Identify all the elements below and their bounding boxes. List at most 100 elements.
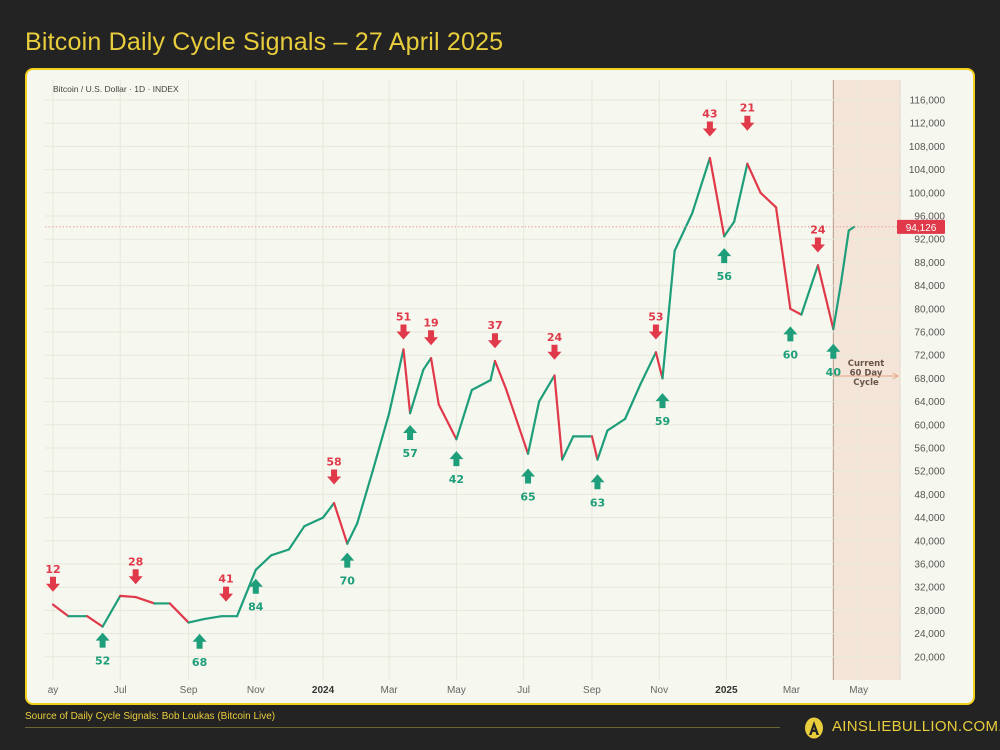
price-segment [371,412,391,473]
sell-arrow-icon [327,469,342,485]
price-segment [733,162,749,223]
price-segment [746,162,762,194]
price-segment [673,212,694,252]
price-segment [332,502,349,545]
y-tick-label: 84,000 [914,281,945,292]
cycle-high-label: 37 [487,319,502,332]
price-segment [504,387,530,455]
cycle-low-label: 57 [402,447,417,460]
cycle-low-label: 40 [826,366,842,379]
cycle-low-label: 65 [520,491,535,504]
sell-arrow-icon [648,324,663,340]
y-tick-label: 68,000 [914,374,945,385]
buy-arrow-icon [590,474,605,490]
price-segment [553,374,564,461]
price-segment [839,229,850,284]
x-tick-label: Jul [517,685,530,696]
sell-arrow-icon [740,115,755,131]
y-tick-label: 48,000 [914,490,945,501]
cycle-high-label: 19 [423,316,438,329]
price-segment [654,351,664,380]
price-segment [639,351,657,386]
buy-arrow-icon [717,248,732,264]
y-tick-label: 20,000 [914,652,945,663]
cycle-low-label: 84 [248,601,264,614]
price-segment [202,615,223,621]
price-segment [470,379,492,392]
price-segment [493,359,508,390]
cycle-low-label: 56 [717,270,733,283]
x-tick-label: ay [48,685,59,696]
y-tick-label: 52,000 [914,467,945,478]
current-cycle-region [833,80,900,680]
y-tick-label: 116,000 [910,96,946,107]
sell-arrow-icon [219,586,234,602]
x-tick-label: Mar [783,685,801,696]
price-segment [437,403,458,441]
price-segment [832,281,843,331]
x-tick-label: Sep [583,685,601,696]
y-tick-label: 96,000 [914,212,945,223]
price-segment [816,264,835,331]
y-tick-label: 92,000 [914,235,945,246]
price-segment [287,525,306,551]
cycle-low-label: 63 [590,496,605,509]
x-tick-label: 2025 [715,685,738,696]
price-segment [402,348,412,415]
price-segment [561,435,575,461]
cycle-low-label: 68 [192,656,207,669]
price-segment [526,400,541,455]
x-tick-label: Sep [180,685,198,696]
y-tick-label: 56,000 [914,444,945,455]
x-tick-label: Nov [650,685,668,696]
price-segment [489,359,497,382]
y-tick-label: 108,000 [909,142,946,153]
y-tick-label: 104,000 [909,165,946,176]
price-segment [168,602,190,624]
price-segment [321,502,336,519]
buy-arrow-icon [340,552,355,568]
price-segment [455,388,473,441]
price-segment [346,522,359,545]
cycle-high-label: 43 [702,108,717,121]
y-tick-label: 32,000 [914,583,945,594]
y-tick-label: 88,000 [914,258,945,269]
buy-arrow-icon [655,393,670,409]
sell-arrow-icon [702,121,717,137]
price-segment [596,429,609,461]
buy-arrow-icon [248,578,263,594]
cycle-annotation-text: Current [848,359,885,369]
last-price-label: 94,126 [906,223,937,234]
y-tick-label: 76,000 [914,328,945,339]
price-segment [270,548,290,557]
cycle-annotation-text: Cycle [853,378,879,388]
y-tick-label: 40,000 [914,536,945,547]
source-note: Source of Daily Cycle Signals: Bob Louka… [25,711,276,722]
price-segment [303,516,325,528]
buy-arrow-icon [95,632,110,648]
buy-arrow-icon [521,468,536,484]
y-tick-label: 64,000 [914,397,945,408]
price-segment [800,264,820,316]
cycle-low-label: 70 [340,575,356,588]
cycle-low-label: 52 [95,655,110,668]
price-segment [623,383,642,421]
price-segment [119,594,137,599]
buy-arrow-icon [192,633,207,649]
y-tick-label: 36,000 [914,560,945,571]
buy-arrow-icon [403,425,418,440]
cycle-high-label: 12 [45,563,60,576]
cycle-high-label: 53 [648,311,663,324]
price-segment [847,225,856,232]
cycle-high-label: 41 [218,573,233,586]
price-segment [537,374,556,403]
price-segment [356,470,374,525]
price-segment [134,595,156,605]
cycle-annotation-text: 60 Day [850,369,883,379]
page-title: Bitcoin Daily Cycle Signals – 27 April 2… [25,28,504,56]
price-segment [606,417,627,432]
sell-arrow-icon [128,569,143,585]
price-segment [708,156,726,238]
buy-arrow-icon [449,451,464,467]
